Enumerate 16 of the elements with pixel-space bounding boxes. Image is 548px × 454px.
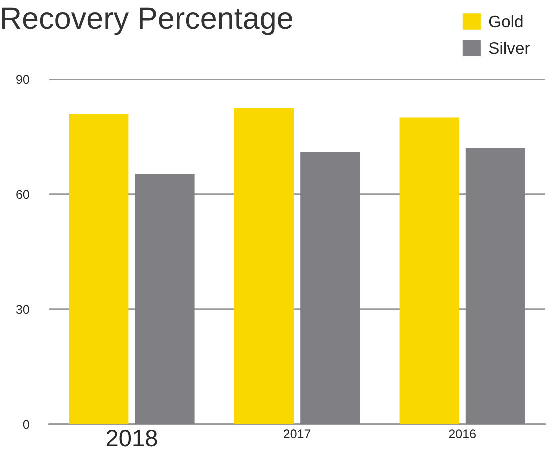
y-tick-label: 0 xyxy=(23,420,30,430)
bar xyxy=(300,152,360,424)
x-tick-label: 2017 xyxy=(284,430,311,439)
bar xyxy=(466,148,526,424)
legend-label: Gold xyxy=(489,15,523,28)
bar xyxy=(234,108,294,424)
bar xyxy=(400,118,460,424)
bar xyxy=(135,174,195,424)
y-tick-label: 90 xyxy=(16,75,30,84)
y-tick-label: 60 xyxy=(16,190,30,200)
x-tick-label: 2016 xyxy=(449,430,476,439)
chart-title: Recovery Percentage xyxy=(2,8,292,36)
bar xyxy=(69,114,129,424)
y-tick-label: 30 xyxy=(16,305,30,314)
x-tick-label: 2018 xyxy=(106,430,158,447)
legend-label: Silver xyxy=(489,42,530,54)
